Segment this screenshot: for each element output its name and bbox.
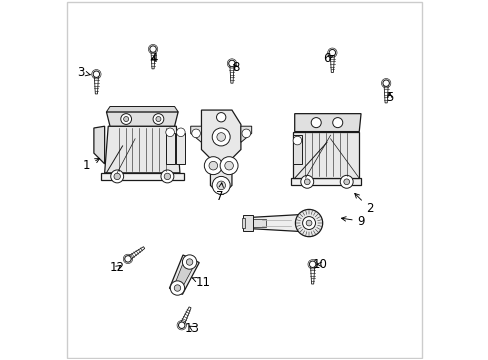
Bar [253,219,265,227]
Polygon shape [126,247,144,261]
Polygon shape [180,307,191,326]
Circle shape [124,256,131,262]
Circle shape [300,175,313,188]
Text: 2: 2 [354,193,373,215]
Polygon shape [104,126,180,173]
Polygon shape [290,178,360,185]
Circle shape [212,128,230,146]
Circle shape [228,60,235,67]
Polygon shape [310,264,314,284]
Text: 4: 4 [150,51,157,64]
Circle shape [212,176,230,194]
Polygon shape [246,214,308,232]
Bar [241,218,244,228]
Circle shape [178,322,184,328]
Circle shape [328,49,335,56]
Circle shape [332,118,342,128]
Circle shape [176,128,185,136]
Polygon shape [94,74,99,94]
Circle shape [310,118,321,128]
Circle shape [153,114,163,125]
Polygon shape [294,114,360,132]
Text: 8: 8 [232,60,239,73]
Circle shape [156,117,161,122]
Text: 6: 6 [323,51,333,64]
Text: 11: 11 [192,276,210,289]
Polygon shape [190,126,201,142]
Polygon shape [329,53,334,72]
Circle shape [93,71,100,77]
Bar [165,134,174,164]
Circle shape [217,133,225,141]
Circle shape [382,80,388,86]
Circle shape [220,157,238,175]
Circle shape [114,173,120,180]
Text: 12: 12 [109,261,124,274]
Circle shape [217,181,225,190]
Circle shape [208,161,217,170]
Circle shape [186,259,192,265]
Polygon shape [169,255,199,294]
Circle shape [165,128,174,136]
Polygon shape [292,132,359,178]
Polygon shape [201,110,241,194]
Circle shape [302,217,315,229]
Circle shape [170,281,184,295]
Polygon shape [241,126,251,142]
Circle shape [191,129,200,138]
Circle shape [292,136,301,145]
Polygon shape [242,215,253,231]
Circle shape [121,114,131,125]
Text: 13: 13 [184,321,200,334]
Polygon shape [383,83,387,103]
Circle shape [110,170,123,183]
Circle shape [224,161,233,170]
Circle shape [149,46,156,52]
Polygon shape [151,49,155,69]
Circle shape [174,285,181,291]
Bar [176,134,185,164]
Polygon shape [106,112,178,126]
Circle shape [204,157,222,175]
Circle shape [242,129,250,138]
Text: 9: 9 [341,215,365,228]
Polygon shape [94,126,104,164]
Text: 5: 5 [385,91,393,104]
Bar [292,135,301,164]
Circle shape [309,261,315,267]
Polygon shape [229,63,234,83]
Polygon shape [106,107,178,112]
Polygon shape [101,173,183,180]
Circle shape [161,170,174,183]
Text: 10: 10 [312,258,327,271]
Circle shape [182,255,196,269]
Circle shape [295,210,322,237]
Circle shape [305,220,311,226]
Circle shape [123,117,128,122]
Polygon shape [176,265,192,285]
Text: 3: 3 [77,66,90,79]
Circle shape [164,173,170,180]
Circle shape [340,175,352,188]
Circle shape [216,113,225,122]
Circle shape [343,179,349,185]
Circle shape [304,179,309,185]
Text: 1: 1 [83,158,100,172]
Text: 7: 7 [216,183,224,203]
